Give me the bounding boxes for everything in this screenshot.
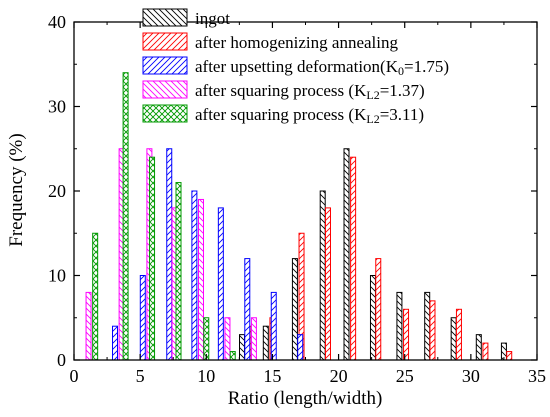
x-tick-label: 15 [263,366,281,386]
legend: ingot after homogenizing annealing after u… [142,8,449,126]
legend-swatch-5 [142,104,188,123]
x-tick-label: 30 [462,366,480,386]
x-tick-label: 0 [70,366,79,386]
bar-s1-4 [319,190,326,361]
axes-layer: 0 5 10 15 20 25 30 35 0 10 20 30 40 [48,12,546,386]
bar-s1-1 [239,334,245,361]
x-tick-label: 20 [330,366,348,386]
bar-s2-9 [455,308,462,361]
bar-s2-11 [506,351,513,361]
x-tick-label: 25 [396,366,414,386]
bar-s3-5 [217,207,224,361]
bar-s5-2 [122,72,129,361]
legend-swatch-4 [142,80,188,99]
y-tick-label: 30 [48,97,66,117]
bar-s2-4 [324,207,331,361]
bar-s1-8 [424,291,431,361]
bar-s2-6 [375,258,382,361]
bar-s3-1 [112,325,119,361]
y-tick-label: 0 [57,350,66,370]
bar-s5-6 [229,351,236,361]
bar-s3-3 [166,148,173,361]
bar-s5-3 [149,156,156,361]
bar-s2-8 [429,300,436,361]
bar-s1-7 [396,291,403,361]
bar-s4-7 [250,317,257,361]
bar-s3-7 [270,291,277,361]
bar-s5-5 [203,317,210,361]
bar-s1-6 [369,275,376,361]
y-tick-label: 10 [48,266,66,286]
bar-s5-4 [175,182,182,361]
bars-layer [85,72,513,361]
legend-swatch-1 [142,8,188,27]
legend-label-4: after squaring process (KL2=1.37) [195,81,425,102]
legend-label-3: after upsetting deformation(K0=1.75) [195,57,449,78]
y-axis-label: Frequency (%) [6,133,27,246]
x-tick-label: 35 [528,366,546,386]
bar-s3-2 [139,275,146,361]
bar-s1-5 [343,148,350,361]
bar-s3-4 [191,190,198,361]
x-tick-label: 10 [197,366,215,386]
bar-s1-2 [262,325,269,361]
legend-label-1: ingot [195,9,230,28]
bar-s2-7 [403,308,410,361]
bar-s1-10 [475,334,482,361]
legend-label-5: after squaring process (KL2=3.11) [195,105,424,126]
x-tick-label: 5 [136,366,145,386]
bar-s4-6 [224,317,231,361]
x-axis-label: Ratio (length/width) [228,388,383,409]
legend-label-2: after homogenizing annealing [195,33,398,52]
legend-swatch-2 [142,32,188,51]
y-tick-label: 20 [48,181,66,201]
bar-s1-9 [450,317,457,361]
bar-s2-5 [350,156,357,361]
y-tick-label: 40 [48,12,66,32]
legend-swatch-3 [142,56,188,75]
bar-s3-6 [244,258,251,361]
bar-s5-1 [92,232,99,361]
bar-s4-5 [197,198,204,361]
bar-s4-1 [85,291,92,361]
bar-s1-3 [291,258,298,361]
bar-s3-8 [297,334,304,361]
bar-s2-10 [482,342,489,361]
